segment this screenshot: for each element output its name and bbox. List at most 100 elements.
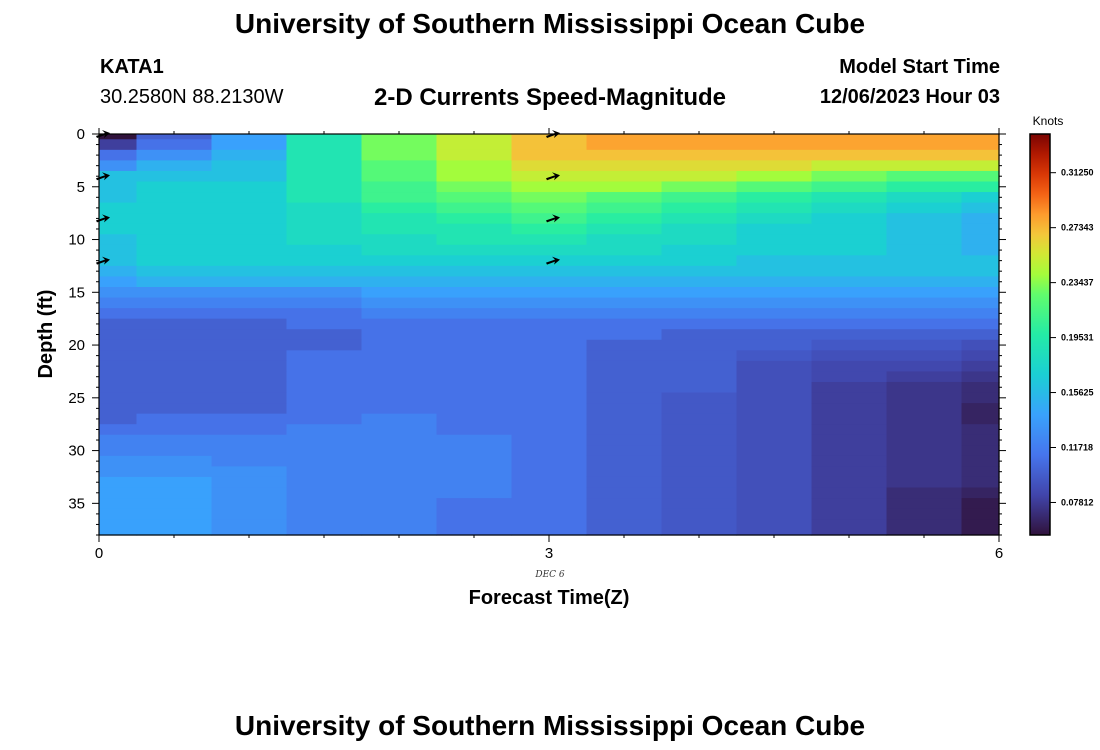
y-tick-label: 15 (68, 284, 85, 301)
heatmap-cell (586, 223, 663, 235)
heatmap-cell (211, 403, 288, 415)
heatmap-cell (361, 134, 438, 140)
heatmap-cell (436, 519, 513, 536)
heatmap-cell (511, 276, 588, 288)
heatmap-cell (361, 476, 438, 489)
heatmap-cell (511, 413, 588, 425)
heatmap-cell (211, 213, 288, 225)
heatmap-cell (211, 181, 288, 193)
heatmap-cell (361, 308, 438, 320)
heatmap-cell (886, 234, 963, 246)
heatmap-cell (286, 134, 363, 140)
heatmap-cell (436, 434, 513, 446)
heatmap-cell (436, 223, 513, 235)
heatmap-cell (136, 276, 213, 288)
heatmap-cell (661, 403, 738, 415)
heatmap-cell (586, 234, 663, 246)
colorbar-tick-label: 0.27343 (1061, 223, 1094, 233)
current-vector-arrow (546, 172, 560, 181)
heatmap-cell (211, 244, 288, 256)
heatmap-cell (736, 213, 813, 225)
heatmap-cell (286, 350, 363, 362)
heatmap-cell (811, 308, 888, 320)
heatmap-cell (211, 508, 288, 520)
heatmap-cell (99, 297, 138, 309)
heatmap-cell (661, 392, 738, 404)
heatmap-cell (211, 381, 288, 394)
heatmap-cell (811, 413, 888, 425)
heatmap-cell (811, 287, 888, 299)
y-tick-label: 30 (68, 443, 85, 460)
heatmap-cell (436, 244, 513, 256)
heatmap-cell (99, 170, 138, 183)
heatmap-cell (661, 287, 738, 299)
heatmap-cell (661, 244, 738, 256)
heatmap-cell (286, 149, 363, 161)
heatmap-cell (961, 192, 1000, 204)
heatmap-cell (511, 265, 588, 278)
heatmap-cell (586, 445, 663, 457)
heatmap-cell (586, 434, 663, 446)
heatmap-cell (436, 371, 513, 383)
heatmap-cell (586, 487, 663, 499)
heatmap-cell (886, 287, 963, 299)
heatmap-cell (586, 466, 663, 478)
heatmap-cell (586, 455, 663, 468)
heatmap-cell (99, 381, 138, 394)
main-title: University of Southern Mississippi Ocean… (234, 8, 866, 39)
heatmap-cell (961, 476, 1000, 489)
heatmap-cell (361, 192, 438, 204)
heatmap-cell (736, 350, 813, 362)
heatmap-cell (511, 487, 588, 499)
heatmap-cell (99, 519, 138, 536)
heatmap-cell (211, 413, 288, 425)
heatmap-cell (886, 318, 963, 330)
heatmap-cell (99, 434, 138, 446)
heatmap-cell (511, 360, 588, 373)
heatmap-cell (586, 134, 663, 140)
heatmap-cell (286, 160, 363, 172)
heatmap-cell (586, 149, 663, 161)
heatmap-cell (436, 339, 513, 351)
heatmap-cell (436, 308, 513, 320)
heatmap-cell (661, 213, 738, 225)
heatmap-cell (286, 170, 363, 183)
heatmap-cell (586, 329, 663, 341)
heatmap-cell (736, 371, 813, 383)
heatmap-cell (436, 360, 513, 373)
heatmap-cell (511, 170, 588, 183)
heatmap-cell (436, 134, 513, 140)
heatmap-cell (361, 213, 438, 225)
heatmap-cell (961, 181, 1000, 193)
heatmap-cell (661, 276, 738, 288)
heatmap-cell (511, 308, 588, 320)
model-start-label: Model Start Time (839, 56, 1000, 78)
heatmap-cell (811, 170, 888, 183)
heatmap-cell (886, 276, 963, 288)
heatmap-cell (886, 498, 963, 510)
heatmap-cell (586, 276, 663, 288)
heatmap-cell (436, 413, 513, 425)
heatmap-cell (961, 371, 1000, 383)
x-axis-title: Forecast Time(Z) (469, 587, 630, 609)
heatmap-cell (961, 265, 1000, 278)
heatmap-cell (811, 487, 888, 499)
heatmap-cell (211, 519, 288, 536)
heatmap-cell (436, 498, 513, 510)
heatmap-cell (436, 139, 513, 151)
colorbar-tick-label: 0.11718 (1061, 443, 1093, 453)
heatmap-cell (361, 329, 438, 341)
heatmap-cell (99, 424, 138, 436)
heatmap-cell (511, 403, 588, 415)
current-vector-arrow (546, 214, 560, 223)
heatmap-cell (736, 392, 813, 404)
heatmap-cell (736, 139, 813, 151)
heatmap-cell (661, 192, 738, 204)
heatmap-cell (886, 170, 963, 183)
heatmap-cell (99, 181, 138, 193)
heatmap-cell (286, 297, 363, 309)
heatmap-cell (211, 202, 288, 214)
heatmap-cell (286, 487, 363, 499)
heatmap-cell (99, 476, 138, 489)
heatmap-cell (886, 466, 963, 478)
